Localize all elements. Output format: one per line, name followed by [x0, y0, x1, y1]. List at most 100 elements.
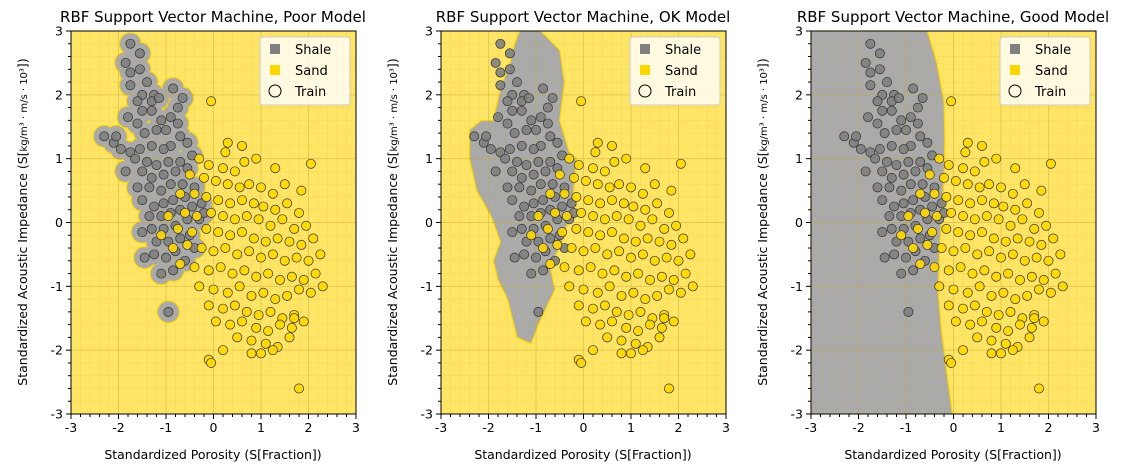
- shale-point: [886, 223, 897, 234]
- shale-point: [519, 249, 530, 260]
- shale-point: [137, 195, 148, 206]
- shale-point: [139, 252, 150, 263]
- sand-point: [239, 265, 250, 276]
- sand-point: [984, 179, 995, 190]
- shale-point: [860, 57, 871, 68]
- sand-point: [635, 306, 646, 317]
- shale-point: [516, 172, 527, 183]
- shale-point: [134, 64, 145, 75]
- sand-point: [239, 156, 250, 167]
- sand-point: [1055, 249, 1066, 260]
- sand-point: [263, 268, 274, 279]
- sand-point: [642, 233, 653, 244]
- sand-point: [533, 211, 544, 222]
- shale-point: [540, 166, 551, 177]
- x-tick-label: 2: [305, 420, 313, 435]
- shale-point: [877, 227, 888, 238]
- shale-point: [882, 77, 892, 88]
- y-tick-label: -3: [421, 407, 433, 422]
- sand-point: [289, 313, 300, 324]
- sand-point: [294, 383, 304, 394]
- shale-point: [519, 201, 530, 212]
- y-axis-label: Standardized Acoustic Impedance (S[kg/m³…: [755, 58, 770, 385]
- shale-point: [146, 172, 157, 183]
- legend-label: Sand: [295, 64, 328, 79]
- chart-title: RBF Support Vector Machine, Good Model: [797, 8, 1109, 26]
- sand-point: [256, 182, 266, 193]
- sand-point: [623, 310, 634, 321]
- x-tick-label: 3: [352, 420, 360, 435]
- sand-point: [526, 230, 537, 241]
- shale-point: [502, 182, 513, 193]
- shale-point: [165, 179, 176, 190]
- y-tick-label: -2: [791, 343, 803, 358]
- legend-label: Train: [294, 85, 326, 100]
- sand-point: [241, 306, 252, 317]
- sand-point: [218, 211, 228, 222]
- shale-point: [168, 195, 179, 206]
- sand-point: [1022, 198, 1033, 209]
- sand-point: [687, 281, 698, 292]
- sand-point: [538, 243, 549, 253]
- sand-point: [184, 169, 195, 180]
- sand-point: [659, 313, 670, 324]
- sand-point: [180, 207, 190, 218]
- sand-point: [977, 140, 987, 151]
- sand-point: [583, 195, 594, 206]
- legend-marker: [270, 65, 280, 75]
- shale-point: [891, 124, 902, 135]
- x-tick-label: -3: [435, 420, 447, 435]
- sand-point: [664, 383, 674, 394]
- sand-point: [633, 326, 644, 336]
- sand-point: [168, 243, 179, 253]
- sand-point: [984, 246, 995, 257]
- legend-label: Shale: [665, 43, 701, 58]
- sand-point: [656, 322, 667, 333]
- sand-point: [626, 182, 636, 193]
- shale-point: [507, 105, 518, 116]
- sand-point: [301, 220, 312, 231]
- sand-point: [943, 300, 954, 311]
- shale-point: [535, 112, 546, 123]
- x-tick-label: 2: [675, 420, 683, 435]
- sand-point: [654, 236, 665, 247]
- sand-point: [578, 284, 589, 295]
- shale-point: [139, 128, 150, 139]
- sand-point: [640, 163, 651, 174]
- sand-point: [924, 169, 935, 180]
- sand-point: [580, 176, 591, 186]
- sand-point: [576, 207, 587, 218]
- sand-point: [585, 262, 596, 273]
- sand-point: [571, 223, 582, 234]
- x-tick-label: 3: [722, 420, 730, 435]
- sand-point: [576, 96, 587, 107]
- shale-point: [125, 80, 136, 91]
- shale-point: [898, 198, 909, 209]
- x-tick-label: 0: [950, 420, 958, 435]
- shale-point: [521, 160, 532, 170]
- shale-point: [915, 131, 926, 142]
- sand-point: [258, 201, 269, 212]
- sand-point: [260, 338, 271, 349]
- sand-point: [1034, 207, 1044, 218]
- shale-point: [870, 153, 881, 164]
- sand-point: [294, 207, 304, 218]
- sand-point: [210, 176, 221, 186]
- sand-point: [1012, 233, 1023, 244]
- shale-point: [146, 140, 157, 151]
- shale-point: [896, 268, 907, 279]
- sand-point: [645, 319, 655, 330]
- shale-point: [901, 124, 911, 135]
- sand-point: [172, 223, 183, 234]
- sand-point: [977, 195, 987, 206]
- sand-point: [680, 268, 691, 279]
- shale-point: [111, 131, 122, 142]
- legend-label: Train: [1034, 85, 1066, 100]
- legend-label: Shale: [1035, 43, 1071, 58]
- sand-point: [950, 316, 961, 327]
- sand-point: [1007, 345, 1018, 356]
- shale-point: [146, 223, 157, 234]
- x-tick-label: 0: [210, 420, 218, 435]
- shale-point: [132, 96, 143, 107]
- sand-point: [659, 223, 670, 234]
